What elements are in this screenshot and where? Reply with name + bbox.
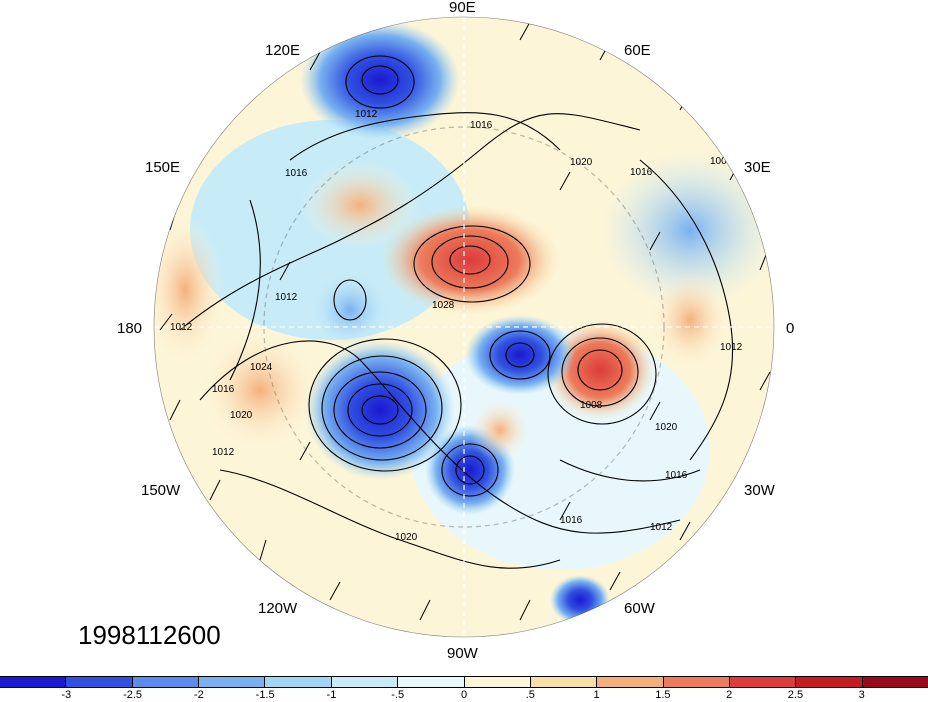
svg-text:1008: 1008 (710, 156, 733, 167)
colorbar-cell (862, 677, 928, 687)
svg-text:1020: 1020 (570, 157, 593, 168)
colorbar-cell (729, 677, 797, 687)
colorbar-cell (663, 677, 730, 687)
graticule (154, 17, 774, 637)
svg-text:1012: 1012 (275, 292, 298, 303)
colorbar (0, 676, 928, 688)
colorbar-cell (0, 677, 67, 687)
colorbar-cell (530, 677, 598, 687)
colorbar-cell (597, 677, 664, 687)
svg-text:1016: 1016 (630, 167, 653, 178)
colorbar-cell (464, 677, 531, 687)
polar-map: 1012 1016 1020 1008 1012 1028 1016 1012 … (153, 16, 775, 638)
svg-text:1008: 1008 (580, 400, 603, 411)
svg-text:1016: 1016 (560, 515, 583, 526)
svg-text:1020: 1020 (655, 422, 678, 433)
svg-text:1028: 1028 (432, 300, 455, 311)
colorbar-tick-label: 0 (460, 689, 468, 701)
lon-label-30w: 30W (744, 482, 775, 499)
colorbar-tick-label: -1.5 (255, 689, 275, 701)
colorbar-tick-label: .5 (525, 689, 535, 701)
contour-labels: 1012 1016 1020 1008 1012 1028 1016 1012 … (170, 109, 743, 543)
colorbar-tick-label: -2 (193, 689, 204, 701)
colorbar-tick-label: 2.5 (787, 689, 804, 701)
colorbar-tick-label: -2.5 (123, 689, 143, 701)
colorbar-cell (199, 677, 266, 687)
svg-text:1012: 1012 (650, 522, 673, 533)
svg-text:1016: 1016 (285, 168, 308, 179)
lon-label-120e: 120E (265, 42, 301, 59)
colorbar-tick-label: 3 (858, 689, 865, 701)
svg-text:1012: 1012 (212, 447, 235, 458)
svg-text:1020: 1020 (230, 410, 253, 421)
svg-text:1016: 1016 (470, 120, 493, 131)
lon-label-150w: 150W (141, 482, 181, 499)
lon-label-90w: 90W (447, 645, 478, 662)
svg-text:1016: 1016 (212, 384, 235, 395)
lon-label-120w: 120W (258, 600, 298, 617)
colorbar-cell (66, 677, 133, 687)
colorbar-cell (398, 677, 465, 687)
colorbar-cell (265, 677, 332, 687)
colorbar-cell (132, 677, 200, 687)
map-border (153, 16, 775, 638)
colorbar-tick-label: 2 (726, 689, 733, 701)
lon-label-30e: 30E (744, 159, 771, 176)
colorbar-tick-label: -3 (61, 689, 72, 701)
colorbar-tick-label: -1 (326, 689, 337, 701)
timestamp-label: 1998112600 (78, 620, 221, 650)
lon-label-90e: 90E (449, 0, 476, 16)
anomaly-field: 1012 1016 1020 1008 1012 1028 1016 1012 … (154, 17, 774, 637)
svg-text:1016: 1016 (665, 470, 688, 481)
lon-label-0: 0 (786, 320, 795, 337)
colorbar-tick-label: 1 (593, 689, 600, 701)
svg-text:1020: 1020 (395, 532, 418, 543)
svg-text:1012: 1012 (355, 109, 378, 120)
svg-text:1012: 1012 (170, 322, 193, 333)
isobars (179, 55, 734, 569)
colorbar-cell (331, 677, 399, 687)
lon-label-180: 180 (117, 320, 143, 337)
svg-text:1024: 1024 (250, 362, 273, 373)
svg-text:1012: 1012 (720, 342, 743, 353)
colorbar-tick-label: -.5 (391, 689, 405, 701)
lon-label-60w: 60W (624, 600, 655, 617)
colorbar-tick-label: 1.5 (655, 689, 671, 701)
lon-label-150e: 150E (145, 159, 181, 176)
lon-label-60e: 60E (624, 42, 651, 59)
wind-barbs (159, 21, 771, 621)
colorbar-cell (796, 677, 863, 687)
